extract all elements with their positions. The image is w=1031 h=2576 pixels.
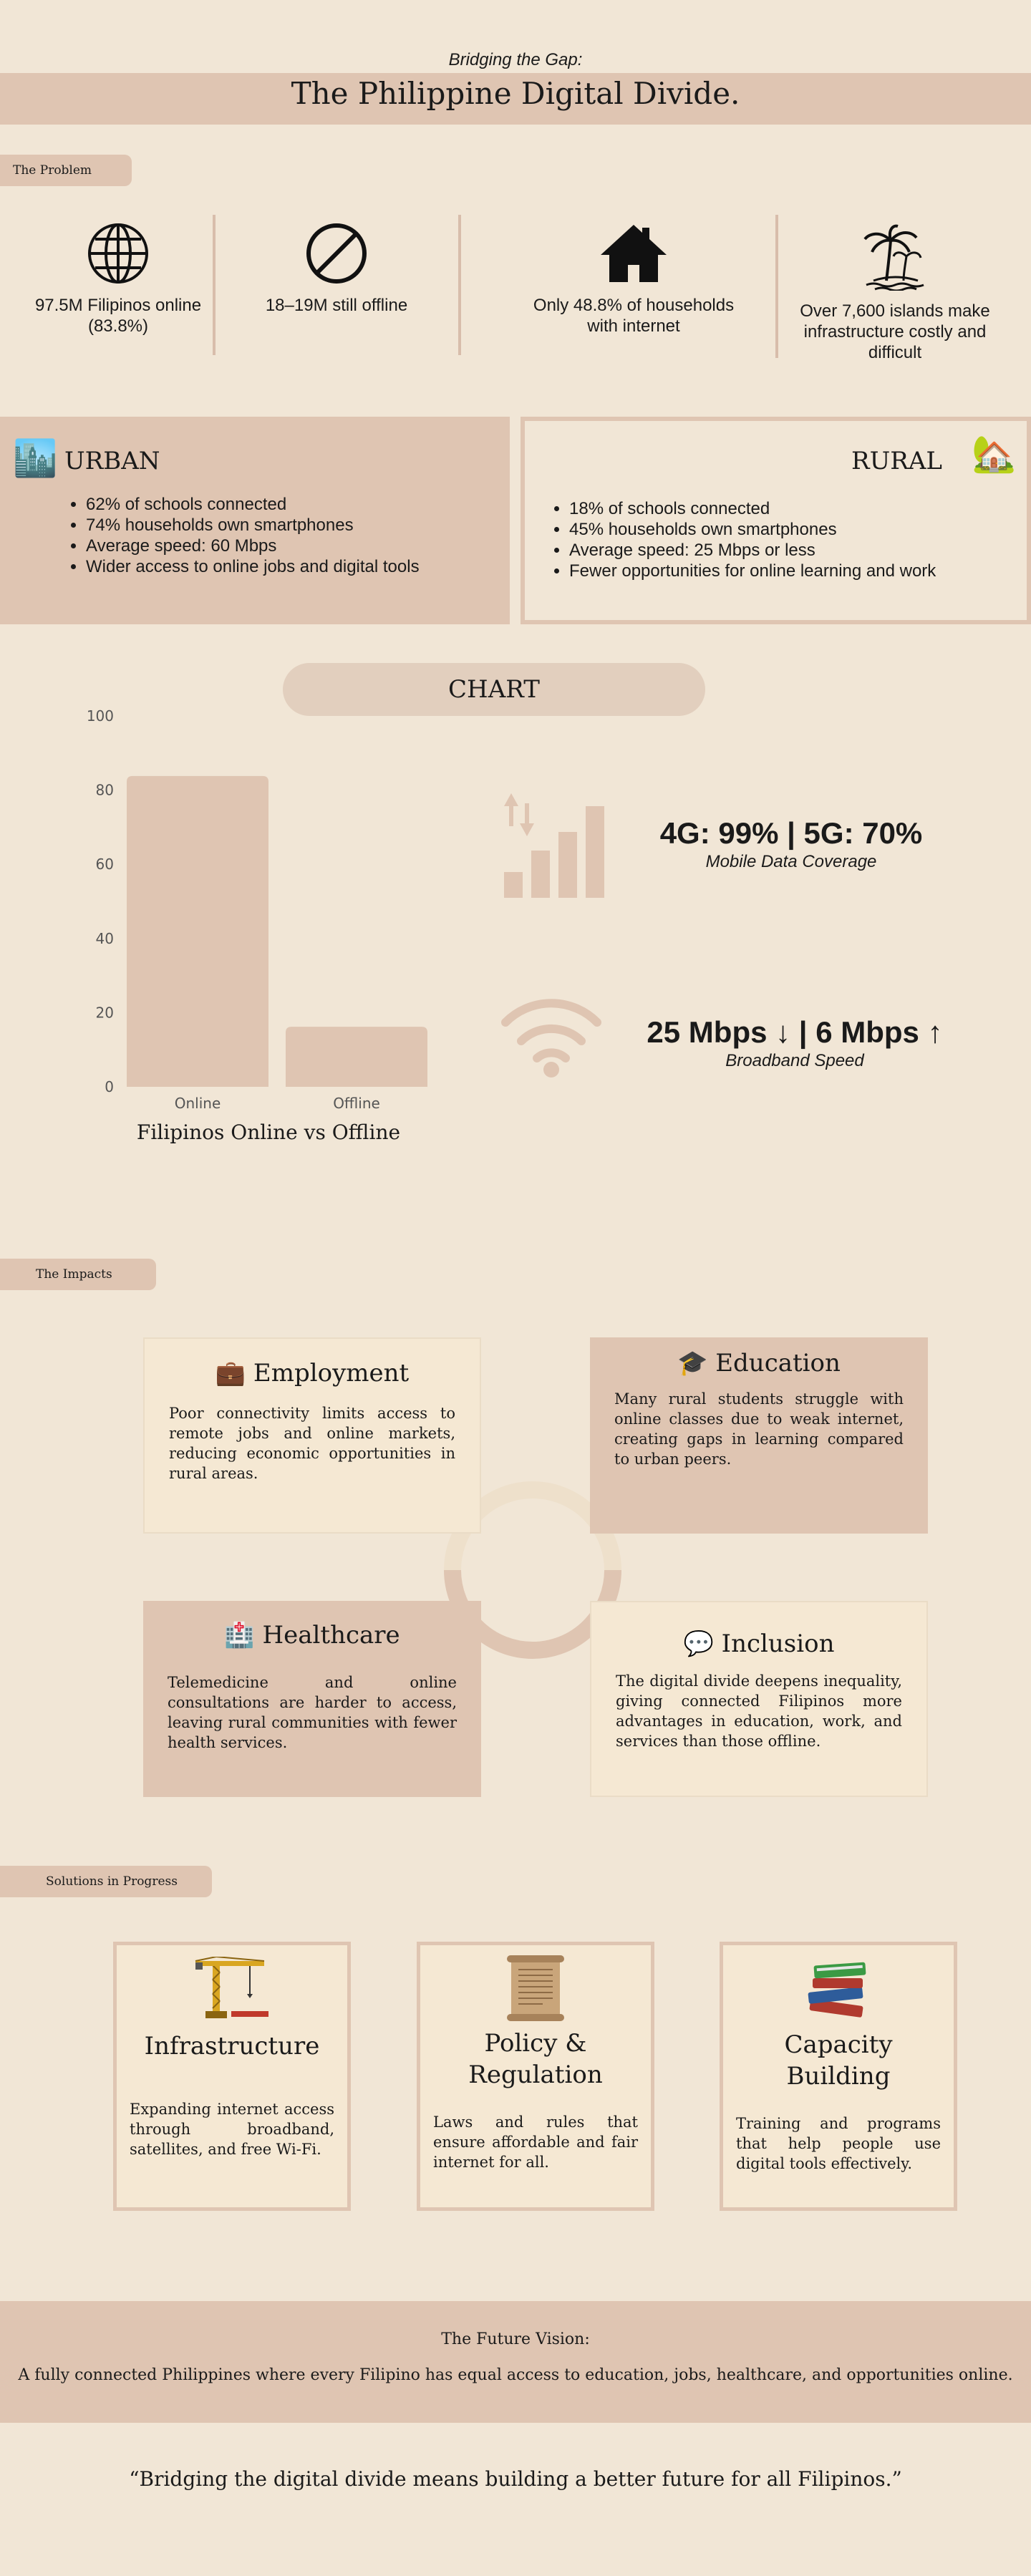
solution-title: Policy & Regulation bbox=[468, 2029, 603, 2089]
wifi-icon bbox=[501, 999, 601, 1078]
problem-item-text: 18–19M still offline bbox=[265, 296, 408, 315]
y-tick-label: 40 bbox=[96, 930, 114, 947]
impact-card-text: Many rural students struggle with online… bbox=[614, 1390, 904, 1468]
rural-list: 18% of schools connected 45% households … bbox=[552, 498, 936, 581]
impact-card-text: The digital divide deepens inequality, g… bbox=[616, 1672, 902, 1750]
list-item: Average speed: 60 Mbps bbox=[86, 536, 420, 556]
impact-card-title: 💼 Employment bbox=[215, 1359, 410, 1388]
page-title: The Philippine Digital Divide. bbox=[291, 76, 740, 111]
section-label-impacts: The Impacts bbox=[0, 1259, 156, 1290]
hospital-icon: 🏥 bbox=[224, 1621, 255, 1650]
closing-quote: “Bridging the digital divide means build… bbox=[129, 2467, 902, 2491]
impact-card-text: Poor connectivity limits access to remot… bbox=[169, 1405, 455, 1482]
chart-section-label: CHART bbox=[283, 663, 705, 716]
urban-title: URBAN bbox=[64, 447, 160, 475]
impact-card-title: 💬 Inclusion bbox=[683, 1630, 835, 1658]
y-tick-label: 100 bbox=[87, 707, 114, 725]
impact-card-employment: 💼 Employment Poor connectivity limits ac… bbox=[143, 1337, 481, 1534]
solution-text: Laws and rules that ensure affordable an… bbox=[433, 2113, 638, 2171]
rural-panel: RURAL 🏡 18% of schools connected 45% hou… bbox=[521, 417, 1031, 624]
solution-title: Infrastructure bbox=[144, 2032, 320, 2061]
divider bbox=[458, 215, 461, 355]
problem-item-text: 97.5M Filipinos online (83.8%) bbox=[34, 296, 202, 336]
mobile-stat-label: Mobile Data Coverage bbox=[705, 852, 877, 871]
impact-card-title: 🎓 Education bbox=[677, 1349, 841, 1377]
problem-item-households: Only 48.8% of households with internet bbox=[519, 222, 748, 336]
list-item: 45% households own smartphones bbox=[569, 519, 936, 540]
solution-text: Expanding internet access through broadb… bbox=[130, 2101, 334, 2158]
x-tick-label: Online bbox=[175, 1095, 221, 1112]
signal-bars-icon bbox=[504, 793, 604, 898]
bar-chart: 0 20 40 60 80 100 Online Offline bbox=[87, 707, 427, 1112]
problem-item-online: 97.5M Filipinos online (83.8%) bbox=[21, 222, 215, 336]
impact-card-title: 🏥 Healthcare bbox=[224, 1621, 400, 1650]
list-item: Wider access to online jobs and digital … bbox=[86, 556, 420, 577]
urban-list: 62% of schools connected 74% households … bbox=[69, 494, 420, 577]
bar-offline bbox=[286, 1027, 427, 1087]
solution-card-infrastructure: Infrastructure Expanding internet access… bbox=[113, 1942, 351, 2211]
solution-text: Training and programs that help people u… bbox=[736, 2115, 941, 2172]
graduation-cap-icon: 🎓 bbox=[677, 1349, 708, 1377]
solution-title: Capacity Building bbox=[784, 2030, 893, 2091]
list-item: 62% of schools connected bbox=[86, 494, 420, 515]
y-tick-label: 60 bbox=[96, 856, 114, 873]
section-label-solutions: Solutions in Progress bbox=[0, 1866, 212, 1897]
x-tick-label: Offline bbox=[333, 1095, 380, 1112]
list-item: 18% of schools connected bbox=[569, 498, 936, 519]
y-tick-label: 80 bbox=[96, 782, 114, 799]
list-item: Fewer opportunities for online learning … bbox=[569, 561, 936, 581]
future-vision-text: A fully connected Philippines where ever… bbox=[18, 2366, 1013, 2384]
future-vision-band bbox=[0, 2301, 1031, 2423]
problem-item-offline: 18–19M still offline bbox=[240, 222, 433, 316]
scroll-icon bbox=[507, 1955, 564, 2021]
impact-card-healthcare: 🏥 Healthcare Telemedicine and online con… bbox=[143, 1601, 481, 1797]
future-vision-title: The Future Vision: bbox=[441, 2330, 590, 2348]
list-item: Average speed: 25 Mbps or less bbox=[569, 540, 936, 561]
crane-icon bbox=[195, 1956, 268, 2018]
city-icon: 🏙️ bbox=[13, 438, 58, 478]
island-icon bbox=[863, 224, 924, 291]
impact-card-text: Telemedicine and online consultations ar… bbox=[168, 1674, 457, 1751]
broadband-stat-headline: 25 Mbps ↓ | 6 Mbps ↑ bbox=[647, 1015, 943, 1049]
house-icon bbox=[601, 225, 667, 282]
books-icon bbox=[808, 1962, 866, 2018]
chart-caption: Filipinos Online vs Offline bbox=[136, 1120, 401, 1144]
problem-item-text: Only 48.8% of households with internet bbox=[533, 296, 735, 336]
speech-bubble-icon: 💬 bbox=[683, 1630, 714, 1658]
list-item: 74% households own smartphones bbox=[86, 515, 420, 536]
briefcase-icon: 💼 bbox=[215, 1359, 246, 1388]
section-label-problem: The Problem bbox=[0, 155, 132, 186]
impact-card-education: 🎓 Education Many rural students struggle… bbox=[590, 1337, 928, 1534]
globe-icon bbox=[88, 223, 148, 284]
page-subtitle: Bridging the Gap: bbox=[448, 50, 583, 69]
divider bbox=[213, 215, 216, 355]
divider bbox=[775, 215, 778, 358]
rural-title: RURAL bbox=[851, 447, 942, 475]
urban-panel: 🏙️ URBAN 62% of schools connected 74% ho… bbox=[0, 417, 510, 624]
problem-item-islands: Over 7,600 islands make infrastructure c… bbox=[788, 222, 1002, 363]
y-tick-label: 0 bbox=[105, 1078, 114, 1095]
solution-card-policy: Policy & Regulation Laws and rules that … bbox=[417, 1942, 654, 2211]
problem-item-text: Over 7,600 islands make infrastructure c… bbox=[800, 301, 990, 362]
mobile-stat-headline: 4G: 99% | 5G: 70% bbox=[659, 816, 923, 850]
title-band bbox=[0, 73, 1031, 125]
prohibited-icon bbox=[306, 223, 367, 284]
bar-online bbox=[127, 775, 268, 1087]
solution-card-capacity: Capacity Building Training and programs … bbox=[720, 1942, 957, 2211]
y-tick-label: 20 bbox=[96, 1004, 114, 1021]
countryside-icon: 🏡 bbox=[972, 434, 1017, 474]
impact-card-inclusion: 💬 Inclusion The digital divide deepens i… bbox=[590, 1601, 928, 1797]
broadband-stat-label: Broadband Speed bbox=[725, 1051, 864, 1070]
